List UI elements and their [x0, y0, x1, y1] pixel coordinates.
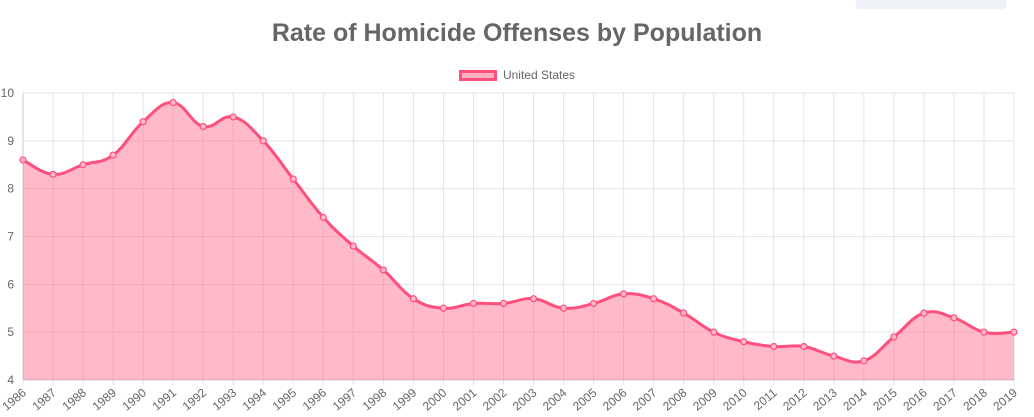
y-tick-label: 10 — [1, 86, 15, 100]
x-tick-label: 1996 — [300, 385, 330, 413]
x-tick-label: 2000 — [420, 385, 450, 413]
x-tick-label: 1989 — [90, 385, 120, 413]
x-tick-label: 2005 — [570, 385, 600, 413]
y-tick-label: 5 — [7, 325, 14, 339]
data-point-2016 — [920, 309, 928, 317]
x-tick-label: 2013 — [810, 385, 840, 413]
x-tick-label: 2017 — [930, 385, 960, 413]
data-point-1991 — [169, 98, 177, 107]
data-point-1994 — [259, 137, 267, 145]
data-point-2012 — [800, 342, 808, 351]
x-tick-label: 2019 — [990, 385, 1020, 413]
data-point-2004 — [559, 304, 568, 312]
data-point-1996 — [319, 213, 327, 221]
data-point-1999 — [409, 295, 417, 303]
series-area-fill — [23, 102, 1014, 380]
data-point-1995 — [289, 175, 297, 183]
data-point-2018 — [980, 328, 988, 336]
data-point-2008 — [680, 309, 688, 317]
data-point-1997 — [349, 242, 357, 250]
data-point-2011 — [770, 342, 778, 351]
x-tick-label: 2018 — [960, 385, 990, 413]
x-tick-label: 1995 — [270, 385, 300, 413]
legend-swatch — [458, 69, 497, 81]
x-tick-label: 2003 — [510, 385, 540, 413]
legend[interactable]: United States — [0, 68, 1034, 82]
data-point-2014 — [860, 357, 868, 365]
x-tick-label: 1997 — [330, 385, 360, 413]
data-point-2009 — [710, 328, 718, 336]
data-point-1987 — [49, 170, 57, 178]
x-tick-label: 1986 — [0, 385, 29, 413]
data-point-2005 — [589, 299, 598, 308]
x-tick-label: 1987 — [30, 385, 60, 413]
data-point-1989 — [109, 151, 117, 159]
chart-title: Rate of Homicide Offenses by Population — [271, 19, 763, 47]
x-tick-label: 1993 — [210, 385, 240, 413]
data-point-2000 — [439, 304, 448, 312]
data-point-2013 — [830, 352, 838, 360]
x-tick-label: 1988 — [60, 385, 90, 413]
x-tick-label: 1994 — [240, 385, 270, 413]
x-tick-label: 2015 — [870, 385, 900, 413]
x-tick-label: 2006 — [600, 385, 630, 413]
data-point-2017 — [950, 314, 958, 322]
x-tick-label: 2001 — [450, 385, 480, 413]
x-tick-label: 2002 — [480, 385, 510, 413]
x-tick-label: 2007 — [630, 385, 660, 413]
data-point-1990 — [139, 118, 147, 126]
x-tick-label: 2016 — [900, 385, 930, 413]
data-point-1992 — [199, 122, 207, 131]
series-line — [22, 101, 1015, 364]
x-tick-label: 1998 — [360, 385, 390, 413]
x-tick-label: 2009 — [690, 385, 720, 413]
data-point-2007 — [650, 295, 658, 303]
x-tick-label: 2010 — [720, 385, 750, 413]
x-tick-label: 1991 — [150, 385, 180, 413]
y-tick-label: 7 — [7, 230, 14, 244]
y-tick-label: 4 — [7, 373, 14, 387]
y-tick-label: 8 — [7, 182, 14, 196]
x-tick-label: 2008 — [660, 385, 690, 413]
y-tick-label: 6 — [7, 277, 14, 291]
data-point-1993 — [229, 113, 237, 121]
x-tick-label: 2012 — [780, 385, 810, 413]
data-point-2019 — [1010, 328, 1018, 336]
x-tick-label: 1999 — [390, 385, 420, 413]
x-tick-label: 2014 — [840, 385, 870, 413]
data-point-2003 — [529, 295, 538, 303]
data-point-2002 — [499, 299, 508, 308]
data-point-1988 — [79, 161, 87, 169]
data-point-1986 — [19, 156, 27, 164]
data-point-2001 — [469, 299, 478, 308]
x-tick-label: 2004 — [540, 385, 570, 413]
x-tick-label: 1992 — [180, 385, 210, 413]
data-point-2010 — [740, 338, 748, 346]
x-tick-label: 1990 — [120, 385, 150, 413]
data-point-2006 — [620, 290, 628, 298]
data-point-1998 — [379, 266, 387, 274]
data-point-2015 — [890, 333, 898, 341]
legend-label: United States — [502, 68, 576, 82]
top-tab-placeholder[interactable] — [856, 0, 1006, 9]
x-tick-label: 2011 — [751, 385, 780, 413]
y-tick-label: 9 — [7, 134, 14, 148]
